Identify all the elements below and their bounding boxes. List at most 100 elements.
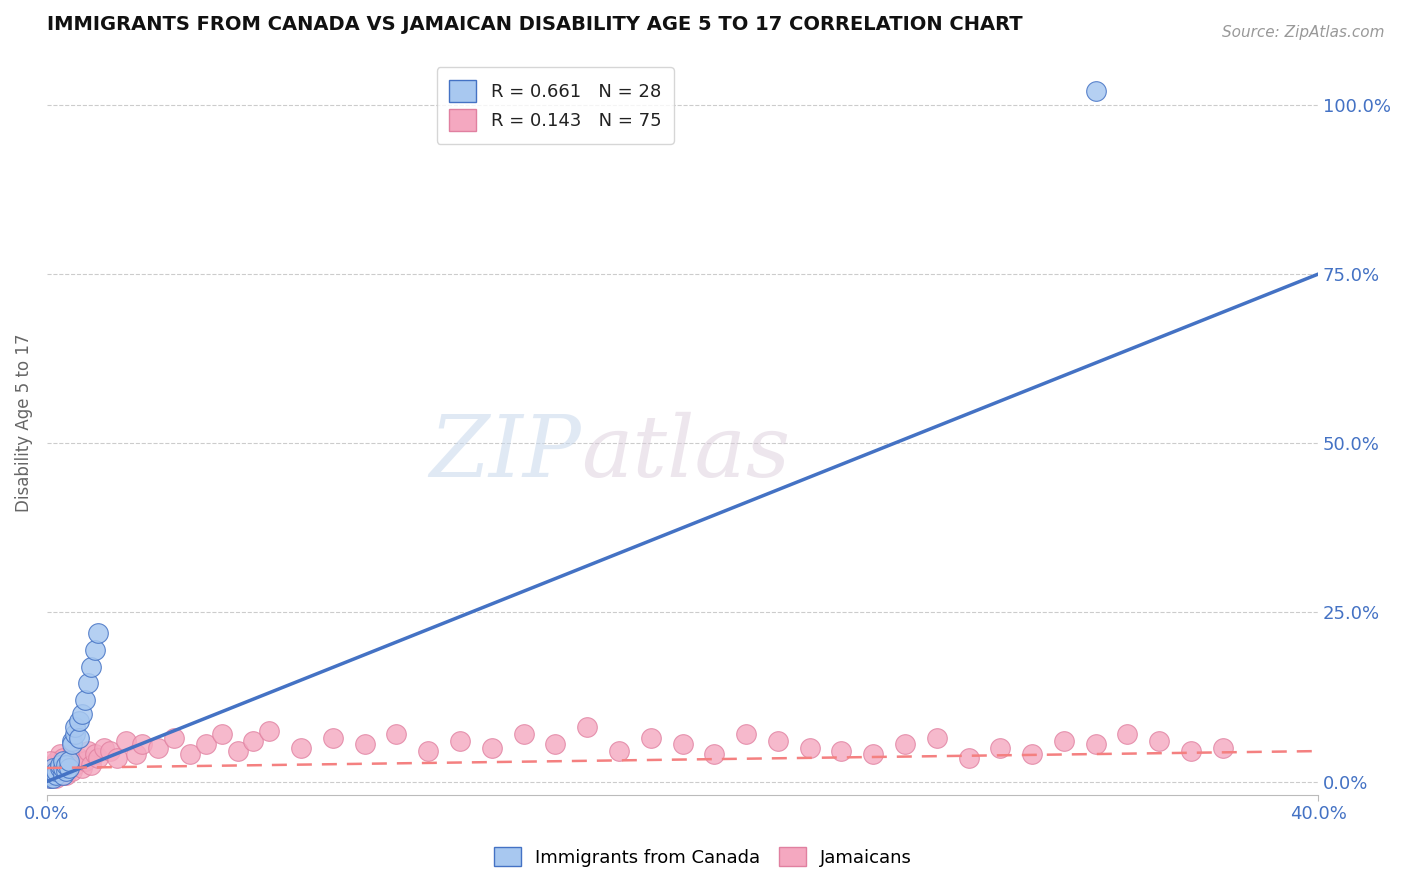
Point	[80, 659, 103, 673]
Point	[67, 731, 90, 745]
Point	[60, 764, 83, 779]
Point	[42, 764, 65, 779]
Point	[481, 740, 503, 755]
Point	[58, 754, 80, 768]
Point	[766, 734, 789, 748]
Y-axis label: Disability Age 5 to 17: Disability Age 5 to 17	[15, 334, 32, 512]
Point	[70, 761, 93, 775]
Point	[544, 737, 567, 751]
Point	[988, 740, 1011, 755]
Legend: Immigrants from Canada, Jamaicans: Immigrants from Canada, Jamaicans	[486, 840, 920, 874]
Legend: R = 0.661   N = 28, R = 0.143   N = 75: R = 0.661 N = 28, R = 0.143 N = 75	[437, 67, 673, 144]
Point	[39, 771, 62, 785]
Point	[48, 761, 70, 775]
Point	[194, 737, 217, 751]
Point	[322, 731, 344, 745]
Text: Source: ZipAtlas.com: Source: ZipAtlas.com	[1222, 25, 1385, 40]
Point	[55, 764, 77, 779]
Text: atlas: atlas	[581, 411, 790, 494]
Point	[58, 757, 80, 772]
Point	[1084, 84, 1107, 98]
Point	[87, 625, 110, 640]
Point	[862, 747, 884, 762]
Point	[1116, 727, 1139, 741]
Point	[58, 761, 80, 775]
Point	[259, 723, 281, 738]
Point	[1147, 734, 1170, 748]
Point	[100, 744, 122, 758]
Point	[830, 744, 852, 758]
Point	[45, 754, 67, 768]
Point	[67, 751, 90, 765]
Point	[211, 727, 233, 741]
Text: IMMIGRANTS FROM CANADA VS JAMAICAN DISABILITY AGE 5 TO 17 CORRELATION CHART: IMMIGRANTS FROM CANADA VS JAMAICAN DISAB…	[46, 15, 1022, 34]
Point	[42, 771, 65, 785]
Point	[957, 751, 980, 765]
Point	[65, 720, 87, 734]
Point	[512, 727, 534, 741]
Point	[1021, 747, 1043, 762]
Point	[48, 747, 70, 762]
Point	[52, 761, 75, 775]
Point	[52, 761, 75, 775]
Point	[105, 751, 128, 765]
Point	[83, 747, 105, 762]
Point	[45, 764, 67, 779]
Point	[93, 740, 115, 755]
Point	[48, 757, 70, 772]
Point	[55, 768, 77, 782]
Point	[48, 768, 70, 782]
Point	[42, 768, 65, 782]
Point	[52, 768, 75, 782]
Point	[77, 744, 100, 758]
Point	[80, 757, 103, 772]
Point	[799, 740, 821, 755]
Point	[39, 761, 62, 775]
Point	[39, 754, 62, 768]
Point	[73, 693, 96, 707]
Point	[607, 744, 630, 758]
Point	[703, 747, 725, 762]
Point	[39, 768, 62, 782]
Point	[449, 734, 471, 748]
Point	[60, 734, 83, 748]
Point	[83, 642, 105, 657]
Point	[45, 768, 67, 782]
Point	[55, 764, 77, 779]
Point	[146, 740, 169, 755]
Point	[353, 737, 375, 751]
Point	[576, 720, 599, 734]
Point	[52, 751, 75, 765]
Point	[671, 737, 693, 751]
Point	[60, 737, 83, 751]
Point	[55, 757, 77, 772]
Point	[385, 727, 408, 741]
Point	[1053, 734, 1076, 748]
Point	[42, 757, 65, 772]
Point	[58, 754, 80, 768]
Point	[242, 734, 264, 748]
Point	[179, 747, 201, 762]
Point	[115, 734, 138, 748]
Point	[42, 761, 65, 775]
Point	[55, 757, 77, 772]
Point	[70, 706, 93, 721]
Point	[735, 727, 758, 741]
Point	[65, 727, 87, 741]
Point	[45, 764, 67, 779]
Point	[52, 768, 75, 782]
Point	[640, 731, 662, 745]
Point	[77, 676, 100, 690]
Point	[163, 731, 186, 745]
Point	[1212, 740, 1234, 755]
Point	[125, 747, 148, 762]
Point	[60, 747, 83, 762]
Point	[58, 761, 80, 775]
Point	[418, 744, 440, 758]
Point	[131, 737, 153, 751]
Point	[45, 771, 67, 785]
Point	[226, 744, 249, 758]
Point	[52, 754, 75, 768]
Point	[290, 740, 312, 755]
Point	[894, 737, 917, 751]
